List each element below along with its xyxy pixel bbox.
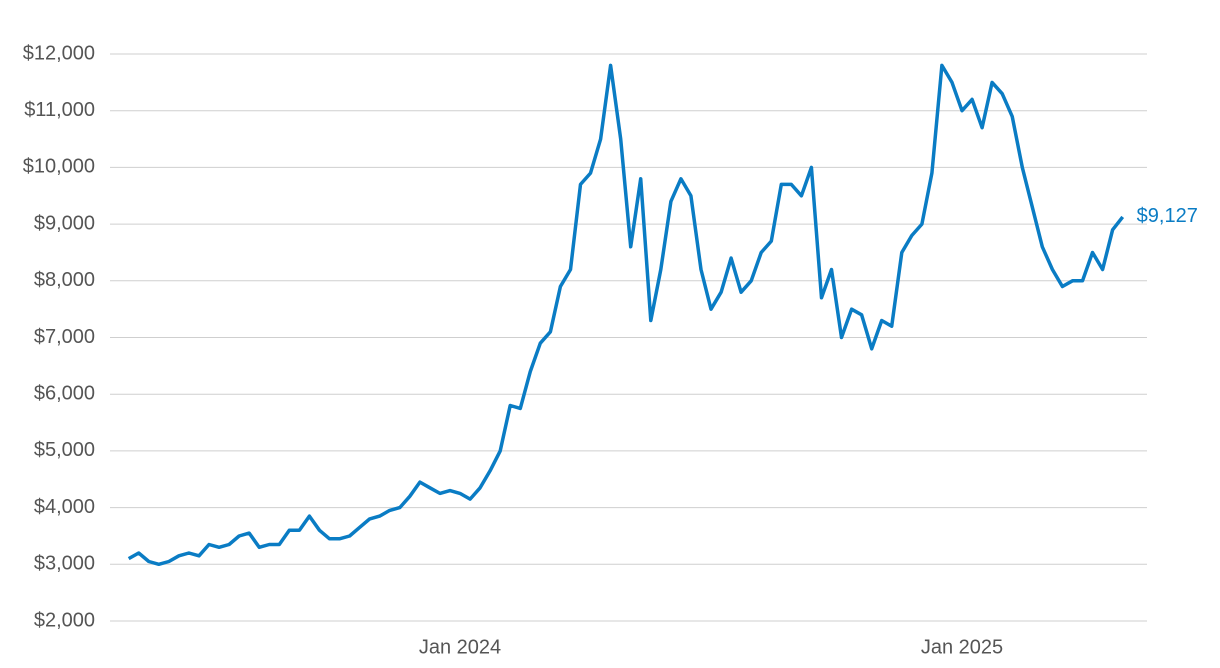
y-tick-label: $4,000: [34, 496, 95, 518]
y-tick-label: $7,000: [34, 326, 95, 348]
y-tick-label: $8,000: [34, 269, 95, 291]
price-line: [127, 63, 1125, 567]
x-tick-label: Jan 2025: [921, 636, 1003, 658]
y-tick-label: $11,000: [24, 99, 95, 121]
y-tick-label: $9,000: [34, 212, 95, 234]
y-tick-label: $2,000: [34, 609, 95, 631]
y-tick-label: $10,000: [23, 156, 95, 178]
y-tick-label: $6,000: [34, 382, 95, 404]
y-tick-label: $12,000: [23, 42, 95, 64]
x-tick-label: Jan 2024: [419, 636, 501, 658]
y-tick-label: $3,000: [34, 553, 95, 575]
y-tick-label: $5,000: [34, 439, 95, 461]
end-value-label: $9,127: [1137, 205, 1198, 227]
